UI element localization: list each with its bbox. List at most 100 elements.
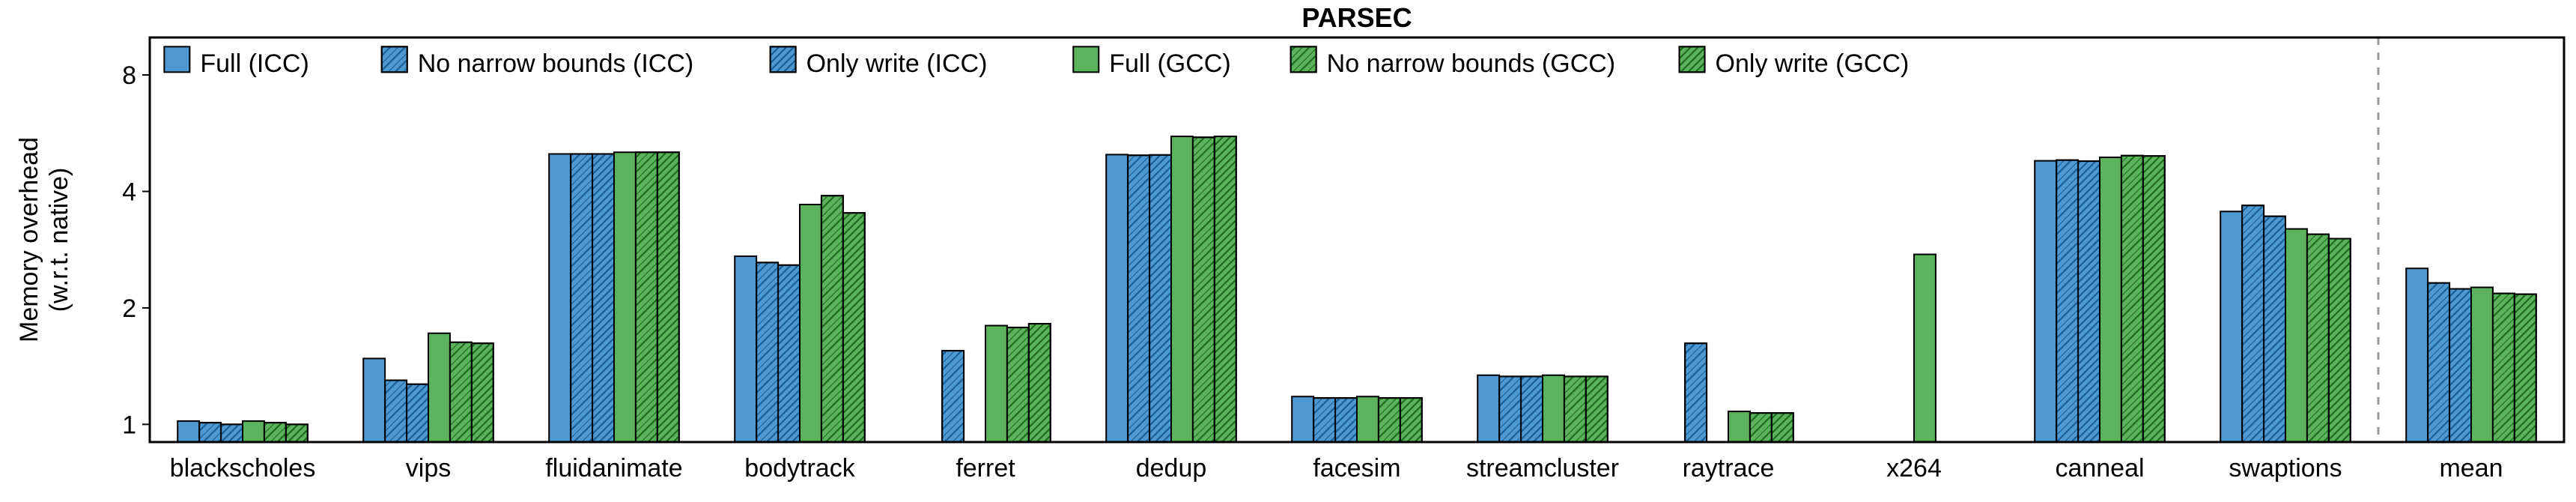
bar-hatch (1335, 398, 1357, 442)
bar-hatch (636, 152, 657, 442)
bar-hatch (657, 152, 679, 442)
bar (1106, 154, 1128, 442)
bar-hatch (1499, 376, 1521, 442)
bar-hatch (2143, 156, 2165, 442)
bar-hatch (1379, 398, 1400, 442)
legend-nnb-gcc: No narrow bounds (GCC) (1327, 49, 1615, 78)
bar-hatch (843, 213, 865, 442)
bar-hatch (1586, 376, 1608, 442)
bar-hatch (571, 154, 592, 442)
category-label: blackscholes (170, 454, 316, 483)
category-label: fluidanimate (545, 454, 682, 483)
legend-full-icc-swatch (164, 46, 189, 72)
bar (243, 421, 264, 442)
bar (2285, 229, 2307, 442)
plot-border (150, 37, 2564, 442)
legend-nnb-icc-swatch-hatch (382, 46, 407, 72)
legend-nnb-icc: No narrow bounds (ICC) (418, 49, 693, 78)
bar-hatch (221, 424, 243, 442)
bar (1543, 375, 1564, 442)
bar (735, 256, 756, 442)
legend-ow-gcc-swatch-hatch (1680, 46, 1705, 72)
bar (363, 358, 385, 442)
bar (1914, 255, 1936, 442)
bar-hatch (1007, 327, 1029, 442)
bar-hatch (407, 384, 428, 442)
bar-hatch (2329, 239, 2351, 442)
bar-hatch (942, 351, 964, 442)
bar (177, 421, 199, 442)
y-tick-label: 8 (122, 61, 136, 90)
bar-hatch (592, 154, 614, 442)
bar-hatch (2264, 217, 2285, 442)
legend-nnb-gcc-swatch-hatch (1291, 46, 1316, 72)
category-label: ferret (956, 454, 1015, 483)
bar-hatch (2056, 160, 2078, 442)
bar-hatch (778, 265, 800, 442)
bar-hatch (756, 262, 778, 442)
bar-hatch (2428, 283, 2449, 442)
bar (1357, 396, 1379, 442)
bar-hatch (2121, 156, 2143, 442)
bar-hatch (821, 196, 843, 442)
bar (1171, 136, 1193, 442)
category-label: bodytrack (744, 454, 855, 483)
category-label: canneal (2055, 454, 2144, 483)
bar-hatch (1685, 343, 1707, 442)
bar (2035, 161, 2056, 442)
bar-hatch (1400, 398, 1422, 442)
bar (800, 205, 821, 442)
bar-hatch (2493, 294, 2515, 442)
bar-hatch (2515, 294, 2536, 442)
legend-ow-gcc: Only write (GCC) (1716, 49, 1910, 78)
legend-full-gcc: Full (GCC) (1109, 49, 1230, 78)
bar-hatch (1193, 137, 1215, 442)
bar (2471, 288, 2493, 442)
bar-hatch (1313, 398, 1335, 442)
category-label: facesim (1313, 454, 1400, 483)
bar-hatch (199, 423, 221, 442)
category-label: vips (406, 454, 451, 483)
bar (2220, 211, 2242, 442)
y-tick-label: 2 (122, 294, 136, 323)
bar-hatch (1149, 155, 1171, 442)
y-axis-label: Memory overhead(w.r.t. native) (15, 137, 73, 342)
bar (614, 152, 636, 442)
bar-hatch (1564, 376, 1586, 442)
bar-hatch (2307, 235, 2329, 442)
svg-text:Memory overhead(w.r.t. native): Memory overhead(w.r.t. native) (15, 137, 73, 342)
category-label: raytrace (1683, 454, 1775, 483)
bar (1728, 411, 1750, 442)
bar-hatch (2449, 289, 2471, 442)
bar (985, 326, 1007, 442)
bar (2406, 268, 2428, 442)
bar-hatch (450, 342, 472, 442)
bar (1477, 375, 1499, 442)
legend-ow-icc-swatch-hatch (771, 46, 796, 72)
category-label: swaptions (2229, 454, 2342, 483)
category-label: mean (2439, 454, 2503, 483)
chart-title: PARSEC (1301, 2, 1412, 33)
bar-hatch (1215, 136, 1236, 442)
legend-full-icc: Full (ICC) (200, 49, 309, 78)
bar (428, 333, 450, 442)
bar-hatch (286, 424, 308, 442)
bar-hatch (472, 343, 493, 442)
bar-hatch (1521, 376, 1543, 442)
bar-hatch (2078, 161, 2100, 442)
category-label: x264 (1886, 454, 1942, 483)
category-label: streamcluster (1466, 454, 1619, 483)
bar-hatch (385, 381, 407, 442)
bar-hatch (1750, 413, 1772, 442)
bar-hatch (2242, 205, 2264, 442)
bar-hatch (264, 423, 286, 442)
y-tick-label: 1 (122, 411, 136, 439)
bar (1292, 396, 1313, 442)
legend-ow-icc: Only write (ICC) (806, 49, 988, 78)
bar-hatch (1772, 413, 1793, 442)
legend-full-gcc-swatch (1073, 46, 1099, 72)
bar (2100, 157, 2121, 442)
bar-hatch (1029, 324, 1051, 442)
bar (549, 154, 571, 442)
category-label: dedup (1136, 454, 1207, 483)
